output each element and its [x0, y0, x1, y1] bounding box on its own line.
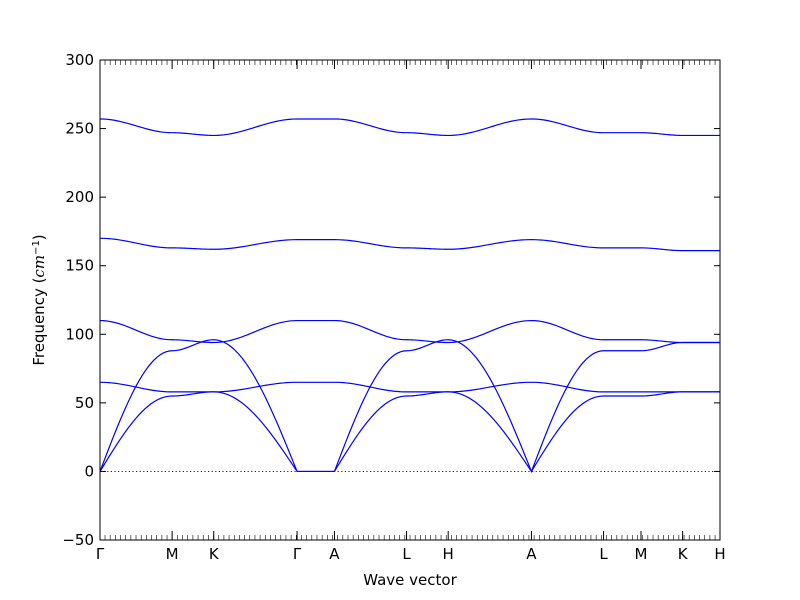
y-axis-label-unit: cm [30, 255, 48, 278]
y-tick-label: 0 [84, 462, 94, 480]
y-axis-label-suffix: ) [30, 234, 48, 240]
y-tick-label: 200 [65, 188, 94, 206]
y-axis-label-exponent: −1 [31, 240, 42, 255]
band-line-2 [99, 237, 720, 252]
x-tick-label: A [526, 545, 537, 563]
y-tick-label: −50 [62, 531, 94, 549]
x-tick-label: M [635, 545, 648, 563]
x-tick-label: L [599, 545, 608, 563]
band-line-4 [99, 339, 720, 474]
y-tick-label: 50 [75, 394, 94, 412]
x-tick-label: M [166, 545, 179, 563]
y-axis-label: Frequency (cm−1) [30, 234, 48, 365]
axes: −50 0 50 100 150 200 250 300 Γ M K Γ A L H A L M K H [62, 51, 725, 563]
y-tick-label: 300 [65, 51, 94, 69]
y-axis-label-prefix: Frequency ( [30, 278, 48, 366]
x-tick-label: Γ [293, 545, 302, 563]
x-tick-label: L [402, 545, 411, 563]
band-line-6 [99, 391, 720, 473]
x-tick-label: K [209, 545, 220, 563]
x-tick-label: H [714, 545, 725, 563]
x-tick-label: H [443, 545, 454, 563]
x-tick-label: Γ [96, 545, 105, 563]
band-line-3 [99, 319, 720, 344]
x-axis-label: Wave vector [363, 571, 457, 589]
x-tick-label: K [678, 545, 689, 563]
plot-area [99, 118, 720, 474]
band-line-1 [99, 118, 720, 137]
y-tick-label: 100 [65, 325, 94, 343]
y-tick-label: 250 [65, 120, 94, 138]
y-tick-label: 150 [65, 257, 94, 275]
x-tick-label: A [329, 545, 340, 563]
